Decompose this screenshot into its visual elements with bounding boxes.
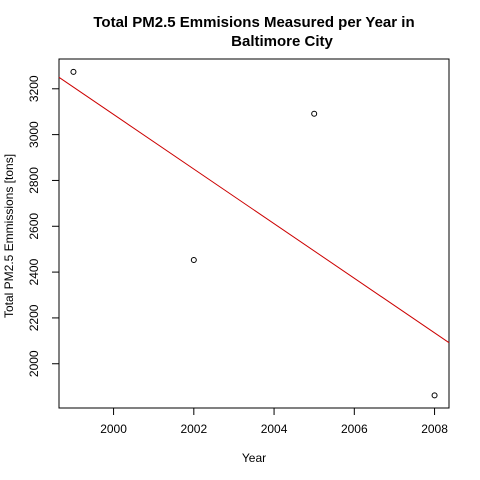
x-axis: 2000 2002 2004 2006 2008 [100, 407, 448, 436]
y-tick-label: 3200 [27, 75, 41, 102]
y-tick-label: 3000 [27, 121, 41, 148]
data-point [190, 256, 197, 263]
y-tick-label: 2400 [27, 258, 41, 285]
data-point [70, 68, 77, 75]
plot-frame [58, 58, 450, 409]
y-tick-label: 2200 [27, 304, 41, 331]
trendline-group [58, 76, 450, 344]
y-tick-label: 2000 [27, 350, 41, 377]
x-tick-label: 2004 [261, 422, 288, 436]
trendline [58, 76, 450, 344]
data-points [70, 68, 438, 399]
y-tick-label: 2800 [27, 167, 41, 194]
y-tick-label: 2600 [27, 213, 41, 240]
x-axis-label: Year [242, 451, 266, 465]
x-tick-label: 2000 [100, 422, 127, 436]
x-tick-label: 2006 [341, 422, 368, 436]
x-tick-label: 2008 [421, 422, 448, 436]
x-tick-label: 2002 [180, 422, 207, 436]
data-point [431, 392, 438, 399]
data-point [311, 110, 318, 117]
chart-title-line-2: Baltimore City [231, 33, 333, 50]
y-axis: 2000 2200 2400 2600 2800 3000 3200 [27, 75, 60, 377]
y-axis-label: Total PM2.5 Emmissions [tons] [2, 154, 16, 318]
chart-title-line-1: Total PM2.5 Emmisions Measured per Year … [93, 14, 414, 31]
